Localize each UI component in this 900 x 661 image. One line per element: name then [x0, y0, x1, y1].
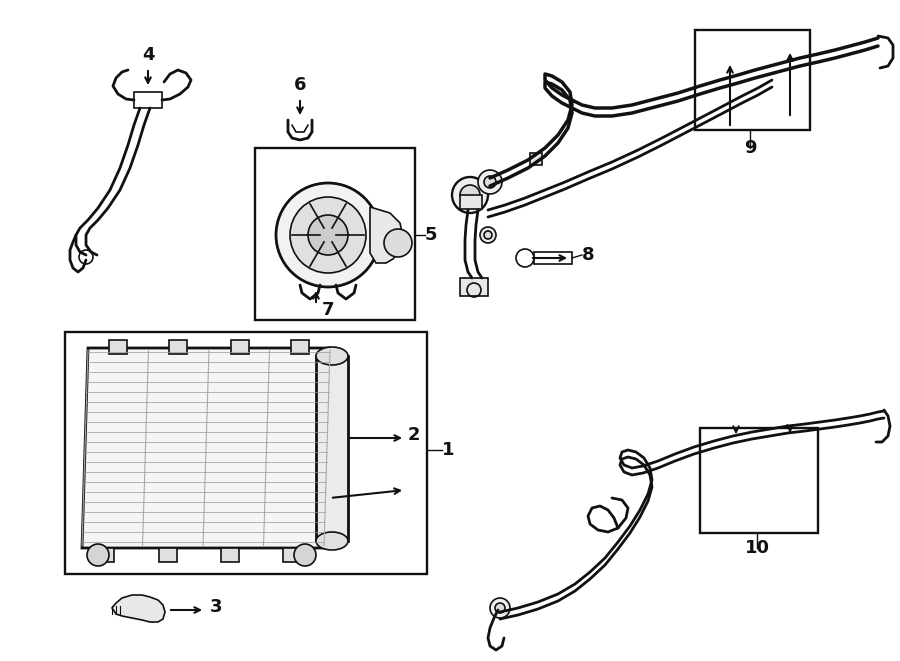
Bar: [96, 548, 114, 562]
Polygon shape: [370, 207, 403, 263]
Circle shape: [452, 177, 488, 213]
Bar: [695, 30, 810, 130]
Circle shape: [308, 215, 348, 255]
Bar: [460, 278, 488, 296]
Circle shape: [480, 227, 496, 243]
Circle shape: [484, 176, 496, 188]
Circle shape: [87, 544, 109, 566]
Text: 9: 9: [743, 139, 756, 157]
Text: 4: 4: [142, 46, 154, 64]
Circle shape: [484, 231, 492, 239]
Bar: [283, 548, 301, 562]
Bar: [255, 148, 415, 320]
Polygon shape: [82, 348, 330, 548]
Ellipse shape: [316, 532, 348, 550]
Bar: [159, 548, 177, 562]
Bar: [316, 356, 348, 541]
Bar: [534, 252, 572, 264]
Text: 1: 1: [442, 441, 454, 459]
Text: 10: 10: [744, 539, 770, 557]
Bar: [291, 340, 309, 354]
Circle shape: [294, 544, 316, 566]
Polygon shape: [112, 595, 165, 622]
Bar: [169, 340, 187, 354]
Bar: [109, 340, 127, 354]
Text: 7: 7: [322, 301, 334, 319]
Ellipse shape: [316, 347, 348, 365]
Circle shape: [276, 183, 380, 287]
Bar: [530, 153, 542, 165]
Bar: [221, 548, 239, 562]
Text: 8: 8: [582, 246, 595, 264]
Text: 6: 6: [293, 76, 306, 94]
Text: 2: 2: [408, 426, 420, 444]
Circle shape: [460, 185, 480, 205]
Circle shape: [495, 603, 505, 613]
Bar: [65, 332, 427, 574]
Bar: [231, 340, 249, 354]
Circle shape: [384, 229, 412, 257]
Text: 3: 3: [210, 598, 222, 616]
Circle shape: [290, 197, 366, 273]
Circle shape: [478, 170, 502, 194]
Bar: [460, 195, 482, 209]
Circle shape: [490, 598, 510, 618]
Text: 5: 5: [425, 226, 437, 244]
Bar: [700, 428, 818, 533]
Bar: [134, 92, 162, 108]
